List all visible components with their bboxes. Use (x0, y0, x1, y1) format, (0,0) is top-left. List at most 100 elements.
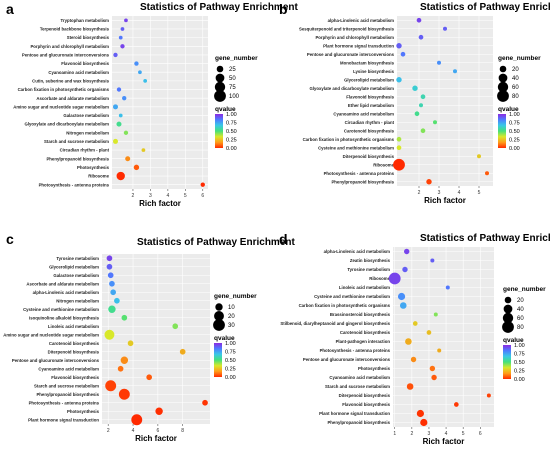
size-legend-dot (214, 90, 226, 102)
category-label: Amino sugar and nucleotide sugar metabol… (3, 332, 99, 337)
category-label: Isoquinoline alkaloid biosynthesis (29, 315, 100, 320)
data-point (113, 52, 118, 58)
size-legend-title: gene_number (498, 55, 541, 62)
category-label: Flavonoid biosynthesis (61, 61, 109, 66)
category-label: Glycerolipid metabolism (49, 264, 99, 269)
category-label: Tryptophan metabolism (61, 18, 110, 23)
plot-background (102, 254, 210, 424)
category-label: Lysine biosynthesis (353, 69, 395, 74)
category-label: Starch and sucrose metabolism (325, 384, 390, 389)
data-point (420, 418, 428, 427)
data-point (485, 171, 489, 176)
data-point (105, 380, 117, 392)
category-label: Photosynthesis (77, 165, 110, 170)
data-point (127, 340, 134, 347)
category-label: Cysteine and methionine metabolism (318, 145, 394, 150)
data-point (406, 383, 414, 390)
category-label: Cutin, suberine and wax biosynthesis (32, 78, 109, 83)
data-point (433, 312, 438, 317)
data-point (116, 121, 122, 127)
color-legend-bar (498, 114, 506, 148)
size-legend-dot (213, 319, 225, 331)
category-label: Carbon fixation in photosynthetic organi… (18, 87, 110, 92)
x-tick-label: 4 (445, 431, 448, 437)
data-point (155, 407, 163, 415)
color-legend-label: 0.75 (514, 352, 525, 358)
chart-title: Statistics of Pathway Enrichment (137, 237, 295, 248)
chart-title: Statistics of Pathway Enrichment (420, 233, 550, 244)
data-point (412, 321, 418, 326)
data-point (445, 285, 450, 290)
size-legend-label: 80 (512, 94, 519, 100)
size-legend-label: 75 (229, 85, 236, 91)
category-label: alpha-Linolenic acid metabolism (324, 249, 391, 254)
panel-c: c Statistics of Pathway Enrichment Tyrosin… (3, 231, 295, 443)
data-point (141, 148, 146, 152)
category-label: Photosynthesis (358, 366, 391, 371)
category-label: Ascorbate and aldarate metabolism (36, 96, 109, 101)
color-legend-label: 0.25 (509, 138, 520, 144)
data-point (397, 292, 406, 301)
size-legend-label: 10 (228, 305, 235, 311)
data-point (172, 323, 179, 330)
x-tick-label: 5 (184, 193, 187, 199)
data-point (114, 297, 120, 304)
color-legend-label: 0.50 (509, 129, 520, 135)
size-legend-label: 40 (517, 307, 524, 313)
category-label: Diterpenoid biosynthesis (48, 349, 100, 354)
data-point (200, 182, 205, 187)
chart-title: Statistics of Pathway Enrichment (420, 2, 550, 13)
x-tick-label: 2 (410, 431, 413, 437)
color-legend-title: qvalue (214, 335, 235, 342)
category-label: Pentose and glucuronate interconversions (307, 52, 395, 57)
size-legend-dot (214, 81, 226, 93)
color-legend-label: 0.25 (226, 138, 237, 144)
category-label: Circadian rhythm - plant (345, 120, 395, 125)
category-label: Monobactam biosynthesis (340, 60, 395, 65)
data-point (120, 27, 125, 31)
data-point (121, 314, 128, 321)
color-legend-label: 0.75 (509, 121, 520, 127)
color-legend-title: qvalue (503, 337, 524, 344)
category-label: Plant hormone signal transduction (319, 411, 390, 416)
x-tick-label: 1 (393, 431, 396, 437)
category-label: Phenylpropanoid biosynthesis (327, 420, 390, 425)
category-label: alpha-Linolenic acid metabolism (328, 18, 395, 23)
size-legend-title: gene_number (214, 293, 257, 300)
data-point (453, 69, 457, 74)
data-point (412, 85, 418, 91)
panel-letter: a (6, 1, 14, 17)
data-point (118, 388, 130, 400)
category-label: Porphyrin and chlorophyll metabolism (30, 44, 109, 49)
data-point (110, 289, 116, 296)
category-label: Carbon fixation in photosynthetic organi… (299, 303, 391, 308)
category-label: Carotenoid biosynthesis (344, 128, 395, 133)
size-legend-dot (497, 81, 509, 93)
data-point (108, 305, 116, 313)
data-point (131, 414, 143, 426)
data-point (429, 365, 436, 372)
color-legend-bar (214, 343, 222, 377)
size-legend-label: 30 (228, 323, 235, 329)
category-label: Amino sugar and nucleotide sugar metabol… (13, 104, 109, 109)
color-legend-label: 0.75 (225, 350, 236, 356)
data-point (120, 356, 129, 364)
data-point (138, 70, 142, 75)
x-axis-label: Rich factor (135, 434, 177, 443)
color-legend-label: 0.25 (514, 369, 525, 375)
size-legend-dot (214, 311, 224, 321)
category-label: Photosynthesis - antenna proteins (320, 348, 391, 353)
data-point (133, 164, 140, 171)
category-label: Linoleic acid metabolism (48, 324, 99, 329)
data-point (104, 329, 115, 340)
color-legend-label: 0.50 (225, 358, 236, 364)
x-tick-label: 5 (478, 190, 481, 196)
category-label: Glyoxylate and dicarboxylate metabolism (309, 86, 394, 91)
size-legend-label: 60 (517, 316, 524, 322)
data-point (426, 330, 432, 335)
data-point (117, 365, 124, 372)
x-tick-label: 8 (181, 428, 184, 434)
data-point (112, 138, 118, 144)
category-label: Carbon fixation in photosynthetic organi… (303, 137, 395, 142)
size-legend-label: 20 (517, 298, 524, 304)
